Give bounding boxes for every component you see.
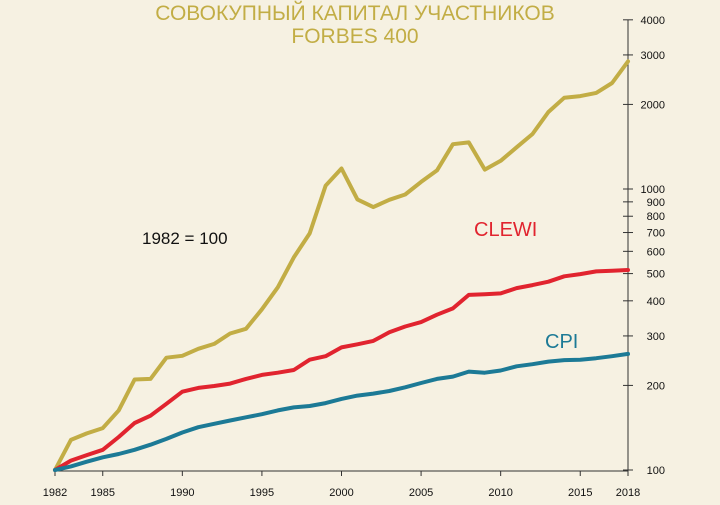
y-tick-label: 3000 — [641, 50, 665, 62]
forbes-400-line — [53, 59, 630, 472]
x-tick-label: 2015 — [568, 487, 592, 499]
x-tick-label: 2000 — [329, 487, 353, 499]
axes: 1982 1985 1990 1995 2000 2005 2010 2015 2018 100 2… — [43, 15, 665, 499]
y-tick-label: 2000 — [641, 99, 665, 111]
x-tick-label: 2010 — [488, 487, 512, 499]
y-tick-label: 600 — [647, 246, 665, 258]
series-label-clewi: CLEWI — [474, 219, 537, 241]
y-tick-label: 500 — [647, 269, 665, 281]
y-tick-label: 200 — [647, 380, 665, 392]
cpi-line — [53, 351, 630, 472]
clewi-line — [53, 268, 630, 472]
y-tick-label: 4000 — [641, 15, 665, 27]
y-tick-label: 800 — [647, 211, 665, 223]
x-tick-label: 1990 — [170, 487, 194, 499]
y-tick-label: 700 — [647, 228, 665, 240]
chart-title-line-1: СОВОКУПНЫЙ КАПИТАЛ УЧАСТНИКОВ — [155, 1, 554, 25]
x-tick-label: 1982 — [43, 487, 67, 499]
series-label-cpi: CPI — [545, 331, 578, 353]
y-tick-label: 400 — [647, 296, 665, 308]
series-labels: CLEWI CPI — [474, 219, 578, 353]
y-tick-label: 300 — [647, 331, 665, 343]
y-tick-label: 900 — [647, 197, 665, 209]
y-tick-label: 1000 — [641, 184, 665, 196]
x-tick-label: 1995 — [250, 487, 274, 499]
x-tick-label: 1985 — [91, 487, 115, 499]
x-tick-label: 2018 — [616, 487, 640, 499]
index-base-note: 1982 = 100 — [142, 229, 228, 248]
series-lines — [53, 59, 630, 472]
chart-title-line-2: FORBES 400 — [291, 25, 418, 48]
y-tick-label: 100 — [647, 465, 665, 477]
x-tick-label: 2005 — [409, 487, 433, 499]
